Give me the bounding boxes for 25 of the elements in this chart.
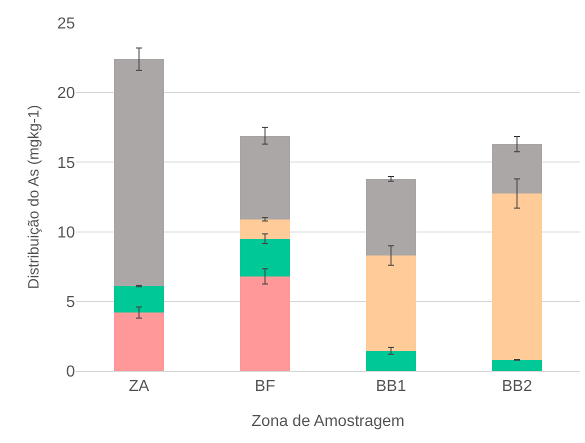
x-axis-title: Zona de Amostragem bbox=[252, 412, 404, 430]
bar bbox=[366, 255, 416, 351]
x-tick-label: BB1 bbox=[376, 378, 406, 396]
bar bbox=[114, 286, 164, 313]
x-tick-label: ZA bbox=[128, 378, 150, 396]
y-tick-label: 15 bbox=[57, 154, 76, 172]
bar bbox=[492, 360, 542, 371]
bar bbox=[114, 312, 164, 371]
y-tick-label: 10 bbox=[57, 224, 76, 242]
y-axis-title: Distribuição do As (mgkg-1) bbox=[25, 104, 42, 290]
x-tick-label: BF bbox=[254, 378, 276, 396]
bar bbox=[240, 219, 290, 239]
y-tick-label: 0 bbox=[66, 364, 76, 381]
y-tick-label: 5 bbox=[66, 294, 76, 311]
bar bbox=[492, 144, 542, 194]
y-tick-label: 25 bbox=[57, 16, 76, 33]
y-tick-label: 20 bbox=[57, 85, 76, 102]
bar bbox=[240, 136, 290, 220]
x-tick-label: BB2 bbox=[502, 378, 532, 396]
bar bbox=[114, 59, 164, 286]
bar bbox=[492, 194, 542, 360]
bar bbox=[240, 238, 290, 276]
bar bbox=[366, 350, 416, 371]
bar bbox=[240, 276, 290, 371]
bar bbox=[366, 178, 416, 256]
